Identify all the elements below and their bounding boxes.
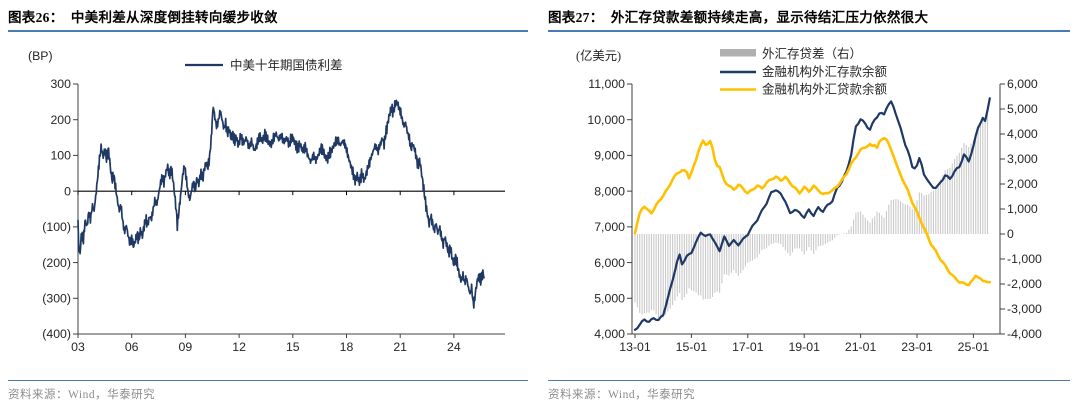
svg-text:5,000: 5,000	[594, 291, 625, 305]
figure-26-title: 图表26： 中美利差从深度倒挂转向缓步收敛	[8, 10, 278, 25]
svg-text:-1,000: -1,000	[1007, 252, 1042, 266]
svg-text:7,000: 7,000	[594, 220, 625, 234]
svg-text:(400): (400)	[42, 327, 71, 341]
svg-text:(300): (300)	[42, 291, 71, 305]
figure-27-footer: 资料来源：Wind，华泰研究	[548, 380, 1070, 402]
svg-text:6,000: 6,000	[594, 256, 625, 270]
svg-text:5,000: 5,000	[1007, 102, 1038, 116]
svg-text:19-01: 19-01	[788, 340, 820, 354]
svg-text:6,000: 6,000	[1007, 77, 1038, 91]
svg-text:9,000: 9,000	[594, 149, 625, 163]
svg-text:0: 0	[1007, 227, 1014, 241]
svg-text:21-01: 21-01	[845, 340, 877, 354]
svg-text:12: 12	[232, 340, 246, 354]
svg-text:-2,000: -2,000	[1007, 277, 1042, 291]
svg-text:-3,000: -3,000	[1007, 302, 1042, 316]
figure-27-panel: 图表27： 外汇存贷款差额持续走高，显示待结汇压力依然很大 (亿美元) 外汇存贷差…	[548, 6, 1070, 402]
cn-us-spread-line-chart: (BP) 中美十年期国债利差 300 200 100 0 (100) (200) (300) (4…	[28, 49, 505, 354]
svg-text:23-01: 23-01	[901, 340, 933, 354]
svg-text:13-01: 13-01	[619, 340, 651, 354]
source-note: 资料来源：Wind，华泰研究	[548, 389, 696, 401]
svg-text:1,000: 1,000	[1007, 202, 1038, 216]
svg-text:(200): (200)	[42, 256, 71, 270]
svg-text:09: 09	[179, 340, 193, 354]
source-note: 资料来源：Wind，华泰研究	[8, 389, 156, 401]
svg-text:24: 24	[447, 340, 461, 354]
figure-26-panel: 图表26： 中美利差从深度倒挂转向缓步收敛 (BP) 中美十年期国债利差 300 20…	[8, 6, 528, 402]
svg-text:外汇存贷差（右）: 外汇存贷差（右）	[762, 46, 862, 61]
figure-27-header: 图表27： 外汇存贷款差额持续走高，显示待结汇压力依然很大	[548, 6, 1070, 32]
svg-text:21: 21	[393, 340, 407, 354]
svg-text:18: 18	[340, 340, 354, 354]
svg-text:3,000: 3,000	[1007, 152, 1038, 166]
svg-text:(亿美元): (亿美元)	[576, 48, 621, 63]
svg-text:25-01: 25-01	[958, 340, 990, 354]
svg-text:金融机构外汇存款余额: 金融机构外汇存款余额	[762, 64, 888, 79]
svg-text:06: 06	[125, 340, 139, 354]
svg-text:0: 0	[64, 184, 71, 198]
svg-text:-4,000: -4,000	[1007, 327, 1042, 341]
svg-text:4,000: 4,000	[594, 327, 625, 341]
svg-text:金融机构外汇贷款余额: 金融机构外汇贷款余额	[762, 82, 888, 97]
figure-26-header: 图表26： 中美利差从深度倒挂转向缓步收敛	[8, 6, 528, 32]
svg-text:中美十年期国债利差: 中美十年期国债利差	[230, 58, 343, 73]
svg-text:15-01: 15-01	[676, 340, 708, 354]
figure-26-footer: 资料来源：Wind，华泰研究	[8, 380, 528, 402]
svg-text:2,000: 2,000	[1007, 177, 1038, 191]
figure-27-title: 图表27： 外汇存贷款差额持续走高，显示待结汇压力依然很大	[548, 10, 929, 25]
svg-text:17-01: 17-01	[732, 340, 764, 354]
svg-text:200: 200	[50, 113, 71, 127]
svg-text:300: 300	[50, 77, 71, 91]
svg-text:11,000: 11,000	[588, 77, 625, 91]
svg-text:15: 15	[286, 340, 300, 354]
svg-text:(100): (100)	[42, 220, 71, 234]
svg-text:4,000: 4,000	[1007, 127, 1038, 141]
svg-text:10,000: 10,000	[587, 113, 625, 127]
svg-text:03: 03	[71, 340, 85, 354]
svg-text:8,000: 8,000	[594, 184, 625, 198]
svg-text:100: 100	[50, 149, 71, 163]
svg-text:(BP): (BP)	[28, 49, 53, 63]
